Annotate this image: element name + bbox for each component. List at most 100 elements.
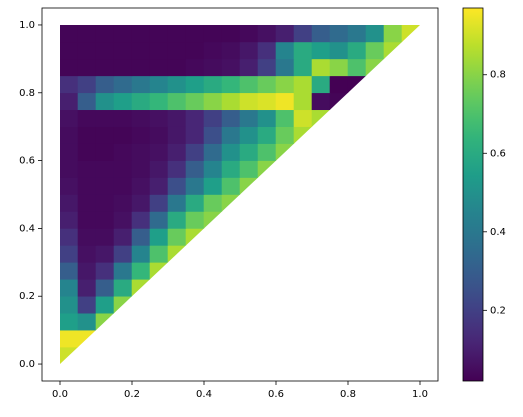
heatmap-cell	[311, 41, 331, 60]
heatmap-cell	[257, 92, 277, 111]
heatmap-cell	[167, 228, 187, 246]
heatmap-cell	[185, 160, 205, 178]
heatmap-cell	[203, 41, 223, 60]
heatmap-cell	[77, 194, 97, 212]
heatmap-cell	[149, 109, 169, 127]
heatmap-cell	[60, 329, 79, 348]
y-tick-label: 0.4	[19, 223, 35, 234]
heatmap-cell	[185, 41, 205, 60]
heatmap-cell	[365, 24, 385, 43]
heatmap-cell	[149, 194, 169, 212]
heatmap-cell	[77, 75, 97, 94]
heatmap-cell	[329, 92, 349, 111]
colorbar-tick-label: 0.4	[490, 227, 506, 238]
heatmap-cell	[95, 295, 115, 314]
x-tick-label: 0.6	[268, 389, 284, 400]
heatmap-cell	[257, 75, 277, 94]
heatmap-cell	[185, 177, 205, 195]
heatmap-cell	[131, 58, 151, 77]
heatmap-cell	[77, 160, 97, 178]
heatmap-cell	[131, 211, 151, 229]
heatmap-cell	[329, 75, 349, 94]
heatmap-cell	[60, 160, 79, 178]
heatmap-cell	[95, 92, 115, 111]
heatmap-cell	[95, 41, 115, 60]
heatmap-cell	[221, 143, 241, 161]
heatmap-cell	[77, 312, 97, 331]
heatmap-cell	[203, 92, 223, 111]
heatmap-cell	[221, 75, 241, 94]
heatmap-cell	[95, 245, 115, 263]
heatmap-cell	[275, 92, 295, 111]
heatmap-cell	[95, 278, 115, 297]
heatmap-cell	[95, 262, 115, 280]
heatmap-cell	[149, 177, 169, 195]
heatmap-cell	[131, 126, 151, 144]
heatmap-cell	[149, 143, 169, 161]
heatmap-cell	[239, 58, 259, 77]
heatmap-cell	[113, 245, 133, 263]
heatmap-cell	[113, 160, 133, 178]
heatmap-cell	[113, 262, 133, 280]
heatmap-cells	[60, 24, 420, 365]
heatmap-cell	[113, 143, 133, 161]
heatmap-cell	[257, 160, 277, 178]
heatmap-cell	[167, 211, 187, 229]
heatmap-cell	[167, 177, 187, 195]
heatmap-cell	[329, 41, 349, 60]
heatmap-cell	[293, 24, 313, 43]
heatmap-cell	[77, 295, 97, 314]
heatmap-cell	[60, 346, 79, 365]
heatmap-cell	[95, 109, 115, 127]
heatmap-cell	[329, 58, 349, 77]
heatmap-cell	[131, 24, 151, 43]
heatmap-cell	[203, 194, 223, 212]
colorbar-tick-label: 0.8	[490, 70, 506, 81]
heatmap-cell	[275, 41, 295, 60]
heatmap-cell	[239, 24, 259, 43]
heatmap-cell	[60, 109, 79, 127]
heatmap-cell	[167, 160, 187, 178]
heatmap-cell	[113, 228, 133, 246]
heatmap-cell	[149, 262, 169, 280]
x-tick-label: 0.0	[52, 389, 68, 400]
heatmap-cell	[347, 41, 367, 60]
heatmap-cell	[257, 24, 277, 43]
heatmap-cell	[77, 211, 97, 229]
heatmap-cell	[60, 211, 79, 229]
heatmap-cell	[60, 245, 79, 263]
heatmap-cell	[221, 24, 241, 43]
heatmap-cell	[131, 92, 151, 111]
heatmap-cell	[60, 177, 79, 195]
x-tick-label: 0.8	[340, 389, 356, 400]
heatmap-cell	[257, 58, 277, 77]
heatmap-cell	[167, 194, 187, 212]
heatmap-cell	[293, 92, 313, 111]
heatmap-cell	[60, 278, 79, 297]
heatmap-cell	[113, 177, 133, 195]
heatmap-cell	[149, 75, 169, 94]
x-tick-label: 0.4	[196, 389, 212, 400]
heatmap-cell	[185, 58, 205, 77]
heatmap-cell	[239, 143, 259, 161]
heatmap-cell	[203, 24, 223, 43]
colorbar	[462, 7, 484, 382]
heatmap-cell	[131, 143, 151, 161]
heatmap-cell	[239, 160, 259, 178]
heatmap-cell	[275, 58, 295, 77]
heatmap-cell	[77, 278, 97, 297]
heatmap-cell	[347, 58, 367, 77]
heatmap-cell	[131, 194, 151, 212]
heatmap-cell	[60, 75, 79, 94]
heatmap-cell	[311, 75, 331, 94]
heatmap-cell	[131, 262, 151, 280]
heatmap-cell	[149, 126, 169, 144]
heatmap-cell	[221, 160, 241, 178]
heatmap-cell	[77, 245, 97, 263]
heatmap-cell	[113, 295, 133, 314]
heatmap-cell	[60, 41, 79, 60]
heatmap-cell	[77, 143, 97, 161]
heatmap-cell	[113, 194, 133, 212]
heatmap-cell	[60, 24, 79, 43]
heatmap-cell	[239, 109, 259, 127]
